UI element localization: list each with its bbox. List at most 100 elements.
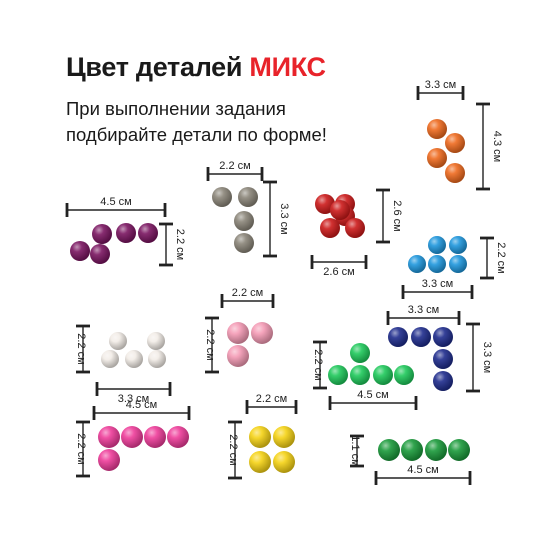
dim-pink-height-label: 2.2 см — [204, 329, 216, 360]
dim-gray-width: 2.2 см — [206, 160, 264, 181]
dim-yellow-width: 2.2 см — [245, 393, 298, 414]
title-accent: МИКС — [249, 52, 326, 82]
dim-red-width-label: 2.6 см — [323, 266, 354, 278]
piece-navy-ball — [411, 327, 431, 347]
piece-navy-ball — [388, 327, 408, 347]
piece-orange-ball — [427, 148, 447, 168]
piece-pink-ball — [227, 345, 249, 367]
piece-darkgreen — [378, 439, 470, 461]
page-title: Цвет деталей МИКС — [66, 52, 326, 83]
dim-pink-height: 2.2 см — [204, 316, 219, 374]
dim-green-height-label: 2.2 см — [312, 349, 324, 380]
piece-yellow-ball — [273, 426, 295, 448]
dim-orange-height-label: 4.3 см — [491, 131, 503, 162]
piece-cream-ball — [101, 350, 119, 368]
dim-gray-width-label: 2.2 см — [219, 160, 250, 172]
piece-cream-ball — [148, 350, 166, 368]
piece-pink-ball — [227, 322, 249, 344]
dim-purple-height: 2.2 см — [159, 222, 186, 267]
piece-lightblue-ball — [428, 236, 446, 254]
piece-purple-ball — [70, 241, 90, 261]
piece-yellow — [249, 426, 295, 473]
piece-green-ball — [350, 365, 370, 385]
piece-lightblue-ball — [449, 236, 467, 254]
piece-navy — [388, 327, 453, 391]
dim-navy-width: 3.3 см — [386, 304, 461, 325]
piece-red-ball — [345, 218, 365, 238]
piece-purple-ball — [90, 244, 110, 264]
piece-yellow-ball — [249, 426, 271, 448]
dim-red-width: 2.6 см — [310, 255, 368, 278]
piece-green — [328, 343, 414, 385]
piece-orange-ball — [445, 163, 465, 183]
piece-green-ball — [373, 365, 393, 385]
dim-green-height: 2.2 см — [312, 340, 327, 390]
piece-purple-ball — [116, 223, 136, 243]
piece-orange-ball — [445, 133, 465, 153]
piece-gray-ball — [238, 187, 258, 207]
piece-green-ball — [350, 343, 370, 363]
dim-navy-height: 3.3 см — [466, 322, 493, 393]
piece-navy-ball — [433, 349, 453, 369]
dim-orange-height: 4.3 см — [476, 102, 503, 191]
dim-darkgreen-height: 1.1 см — [349, 434, 364, 468]
piece-orange — [427, 119, 465, 183]
piece-lightblue-ball — [449, 255, 467, 273]
title-prefix: Цвет деталей — [66, 52, 243, 82]
dim-red-height: 2.6 см — [376, 188, 403, 244]
dimensions-layer: 3.3 см 4.3 см 2.2 см 3.3 см 2.6 см 2.6 см 4.5 … — [65, 79, 507, 485]
dim-purple-height-label: 2.2 см — [174, 229, 186, 260]
piece-purple — [70, 223, 158, 264]
dim-darkgreen-width: 4.5 см — [374, 464, 472, 485]
dim-pink-width: 2.2 см — [220, 287, 275, 308]
dim-cream-height-label: 2.2 см — [75, 333, 87, 364]
piece-green-ball — [328, 365, 348, 385]
piece-gray-ball — [212, 187, 232, 207]
dim-green-width: 4.5 см — [328, 389, 418, 410]
piece-purple-ball — [92, 224, 112, 244]
piece-cream — [101, 332, 166, 368]
piece-red — [315, 194, 365, 238]
piece-red-ball — [315, 194, 335, 214]
dim-purple-width-label: 4.5 см — [100, 196, 131, 208]
piece-darkgreen-ball — [378, 439, 400, 461]
dim-purple-width: 4.5 см — [65, 196, 167, 217]
dim-orange-width: 3.3 см — [416, 79, 465, 100]
dim-gray-height: 3.3 см — [263, 180, 290, 258]
dim-lightblue-height-label: 2.2 см — [495, 242, 507, 273]
dim-cream-width-label: 3.3 см — [118, 393, 149, 405]
piece-darkgreen-ball — [425, 439, 447, 461]
piece-green-ball — [394, 365, 414, 385]
dim-green-width-label: 4.5 см — [357, 389, 388, 401]
piece-magenta-ball — [98, 426, 120, 448]
dim-magenta-width-label: 4.5 см — [126, 399, 157, 411]
instruction-line-2: подбирайте детали по форме! — [66, 124, 327, 145]
dim-darkgreen-height-label: 1.1 см — [349, 435, 361, 466]
dim-navy-width-label: 3.3 см — [408, 304, 439, 316]
piece-purple-ball — [138, 223, 158, 243]
instruction-text: При выполнении задания подбирайте детали… — [66, 96, 327, 148]
dim-cream-height: 2.2 см — [75, 324, 90, 374]
dim-orange-width-label: 3.3 см — [425, 79, 456, 91]
piece-lightblue — [408, 236, 467, 273]
piece-gray — [212, 187, 258, 253]
dim-red-height-label: 2.6 см — [391, 200, 403, 231]
piece-yellow-ball — [273, 451, 295, 473]
pieces-layer — [70, 119, 470, 473]
piece-cream-ball — [147, 332, 165, 350]
piece-darkgreen-ball — [401, 439, 423, 461]
dim-pink-width-label: 2.2 см — [232, 287, 263, 299]
piece-magenta-ball — [121, 426, 143, 448]
dim-lightblue-width: 3.3 см — [401, 278, 474, 299]
dim-lightblue-height: 2.2 см — [480, 236, 507, 280]
piece-orange-ball — [427, 119, 447, 139]
piece-navy-ball — [433, 371, 453, 391]
piece-gray-ball — [234, 211, 254, 231]
piece-magenta-ball — [144, 426, 166, 448]
piece-magenta-ball — [98, 449, 120, 471]
dim-yellow-width-label: 2.2 см — [256, 393, 287, 405]
dim-magenta-width: 4.5 см — [92, 399, 191, 420]
piece-navy-ball — [433, 327, 453, 347]
